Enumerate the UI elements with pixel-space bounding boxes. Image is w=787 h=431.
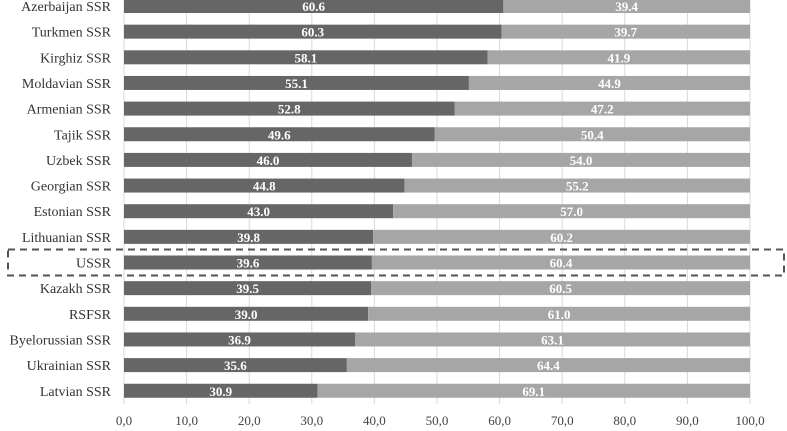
value-label: 47.2 <box>591 102 614 117</box>
category-label: Estonian SSR <box>34 205 112 220</box>
value-label: 44.8 <box>253 179 276 194</box>
ussr-highlight-box <box>7 248 785 277</box>
value-label: 36.9 <box>228 332 251 347</box>
bar-segment <box>371 255 750 270</box>
bar-segment <box>124 255 372 270</box>
bar-segment <box>393 204 750 219</box>
x-tick-label: 100,0 <box>735 413 764 428</box>
value-label: 54.0 <box>570 153 593 168</box>
value-label: 64.4 <box>537 358 560 373</box>
bar-segment <box>124 281 372 296</box>
category-label: Kazakh SSR <box>40 282 112 297</box>
category-label: Tajik SSR <box>54 128 112 143</box>
bar-segment <box>411 152 750 167</box>
category-label: Byelorussian SSR <box>9 333 111 348</box>
category-label: Azerbaijan SSR <box>21 0 111 15</box>
x-tick-labels: 0,0 10,0 20,0 30,0 40,0 50,0 60,0 70,0 80,0 90,0 1… <box>116 413 765 428</box>
bar-segment <box>124 101 455 116</box>
value-label: 46.0 <box>257 153 280 168</box>
x-tick-label: 80,0 <box>613 413 636 428</box>
bar-segment <box>501 24 750 39</box>
value-label: 69.1 <box>522 384 545 399</box>
bar-segment <box>373 229 750 244</box>
value-label: 39.8 <box>237 230 260 245</box>
bar-segment <box>124 358 347 373</box>
category-label: Armenian SSR <box>27 103 112 118</box>
bar-segment <box>124 178 405 193</box>
x-tick-label: 10,0 <box>175 413 198 428</box>
category-label: USSR <box>76 257 112 272</box>
value-label: 39.0 <box>235 307 258 322</box>
value-label: 57.0 <box>560 204 583 219</box>
bar-segment <box>454 101 750 116</box>
value-label: 43.0 <box>247 204 270 219</box>
value-label: 44.9 <box>598 76 621 91</box>
value-label: 50.4 <box>581 127 604 142</box>
x-tick-label: 70,0 <box>551 413 574 428</box>
bar-segment <box>468 75 750 90</box>
value-label: 63.1 <box>541 332 564 347</box>
x-tick-label: 40,0 <box>363 413 386 428</box>
value-label: 60.3 <box>301 25 324 40</box>
value-label: 60.4 <box>550 256 573 271</box>
value-label: 58.1 <box>294 50 317 65</box>
x-tick-label: 0,0 <box>116 413 132 428</box>
value-label: 49.6 <box>268 127 291 142</box>
category-label: Lithuanian SSR <box>22 231 112 246</box>
value-label: 52.8 <box>278 102 301 117</box>
bar-segment <box>124 75 469 90</box>
bar-segment <box>124 383 318 398</box>
value-label: 60.5 <box>549 281 572 296</box>
bar-segment <box>317 383 750 398</box>
bar-segment <box>434 127 750 142</box>
x-tick-label: 50,0 <box>426 413 449 428</box>
value-label: 39.7 <box>614 25 637 40</box>
x-tick-label: 90,0 <box>676 413 699 428</box>
bar-segment <box>124 127 435 142</box>
bars <box>124 0 750 398</box>
value-label: 30.9 <box>209 384 232 399</box>
bar-segment <box>124 0 504 13</box>
value-label: 55.2 <box>566 179 589 194</box>
value-label: 61.0 <box>548 307 571 322</box>
category-label: Moldavian SSR <box>22 77 112 92</box>
category-label: Latvian SSR <box>40 385 112 400</box>
category-label: Georgian SSR <box>31 180 112 195</box>
category-label: Uzbek SSR <box>46 154 112 169</box>
value-label: 60.2 <box>550 230 573 245</box>
category-label: Turkmen SSR <box>32 26 112 41</box>
bar-segment <box>124 306 369 321</box>
value-label: 55.1 <box>285 76 308 91</box>
x-tick-label: 60,0 <box>488 413 511 428</box>
value-label: 60.6 <box>302 0 325 14</box>
bar-segment <box>487 50 750 65</box>
x-tick-label: 20,0 <box>238 413 261 428</box>
value-label: 39.4 <box>615 0 638 14</box>
bar-segment <box>503 0 750 13</box>
bar-segment <box>368 306 750 321</box>
x-tick-label: 30,0 <box>300 413 323 428</box>
value-label: 35.6 <box>224 358 247 373</box>
bar-segment <box>354 332 750 347</box>
category-label: Ukrainian SSR <box>27 359 112 374</box>
bar-segment <box>124 50 488 65</box>
bar-segment <box>124 204 394 219</box>
value-label: 39.6 <box>237 256 260 271</box>
category-labels: Azerbaijan SSR Turkmen SSR Kirghiz SSR Mold… <box>9 0 111 400</box>
bar-segment <box>124 152 412 167</box>
value-label: 41.9 <box>607 50 630 65</box>
bar-segment <box>404 178 750 193</box>
value-labels: 60.6 39.4 60.3 39.7 58.1 41.9 55.1 44.9 52.8 47.2… <box>209 0 638 399</box>
highlight-box <box>7 248 785 277</box>
bar-segment <box>371 281 750 296</box>
value-label: 39.5 <box>236 281 259 296</box>
bar-segment <box>346 358 750 373</box>
category-label: RSFSR <box>69 308 112 323</box>
bar-segment <box>124 229 374 244</box>
bar-segment <box>124 24 502 39</box>
bar-segment <box>124 332 355 347</box>
category-label: Kirghiz SSR <box>40 51 112 66</box>
